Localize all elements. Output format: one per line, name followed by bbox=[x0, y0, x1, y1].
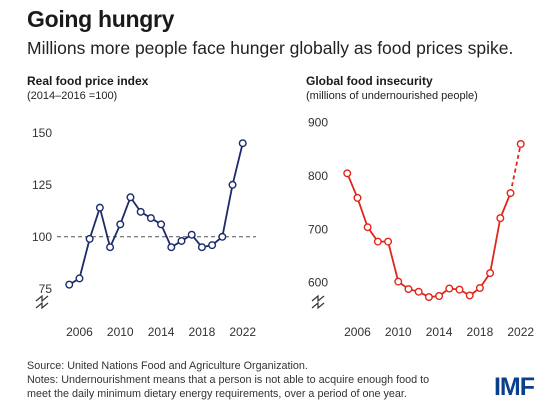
price-line-segment bbox=[98, 207, 111, 248]
price-data-point bbox=[85, 234, 94, 243]
price-axis-break-icon bbox=[35, 301, 49, 310]
hunger-line-segment bbox=[499, 192, 512, 219]
price-xtick-label: 2018 bbox=[189, 325, 216, 339]
price-data-point bbox=[95, 203, 104, 212]
hunger-data-point bbox=[506, 189, 515, 198]
price-data-point bbox=[116, 220, 125, 229]
right-panel-subtitle: (millions of undernourished people) bbox=[306, 90, 478, 102]
source-note: Source: United Nations Food and Agricult… bbox=[27, 360, 308, 372]
price-ytick-label: 75 bbox=[39, 282, 53, 296]
hunger-data-point bbox=[455, 285, 464, 294]
hunger-line-segment bbox=[356, 197, 369, 228]
price-data-point bbox=[177, 236, 186, 245]
hunger-data-point bbox=[496, 214, 505, 223]
imf-logo: IMF bbox=[493, 373, 535, 401]
hunger-data-point bbox=[424, 293, 433, 302]
hunger-data-point bbox=[353, 193, 362, 202]
price-line-segment bbox=[119, 196, 132, 225]
hunger-data-point bbox=[404, 285, 413, 294]
hunger-data-point bbox=[435, 292, 444, 301]
hunger-xtick-label: 2010 bbox=[385, 325, 412, 339]
price-line-segment bbox=[221, 184, 234, 237]
hunger-data-point bbox=[394, 277, 403, 286]
chart-subtitle: Millions more people face hunger globall… bbox=[27, 38, 514, 58]
left-panel-subtitle: (2014–2016 =100) bbox=[27, 90, 118, 102]
hunger-data-point bbox=[384, 237, 393, 246]
price-xtick-label: 2006 bbox=[66, 325, 93, 339]
hunger-data-point bbox=[516, 139, 525, 148]
notes-line-2: meet the daily minimum dietary energy re… bbox=[27, 388, 407, 400]
hunger-ytick-label: 800 bbox=[308, 169, 328, 183]
hunger-ytick-label: 600 bbox=[308, 276, 328, 290]
price-axis-break-icon bbox=[35, 294, 49, 303]
hunger-ytick-label: 700 bbox=[308, 222, 328, 236]
price-data-point bbox=[136, 207, 145, 216]
price-ytick-label: 150 bbox=[32, 126, 52, 140]
notes-line-1: Notes: Undernourishment means that a per… bbox=[27, 374, 430, 386]
hunger-data-point bbox=[445, 284, 454, 293]
hunger-line-segment bbox=[387, 241, 400, 282]
hunger-axis-break-icon bbox=[311, 301, 325, 310]
hunger-ytick-label: 900 bbox=[308, 116, 328, 130]
price-data-point bbox=[106, 243, 115, 252]
hunger-data-point bbox=[486, 269, 495, 278]
price-data-point bbox=[187, 230, 196, 239]
price-data-point bbox=[197, 243, 206, 252]
hunger-data-point bbox=[363, 223, 372, 232]
price-ytick-label: 125 bbox=[32, 178, 52, 192]
hunger-data-point bbox=[414, 287, 423, 296]
hunger-xtick-label: 2014 bbox=[426, 325, 453, 339]
price-data-point bbox=[146, 214, 155, 223]
hunger-xtick-label: 2006 bbox=[344, 325, 371, 339]
price-ytick-label: 100 bbox=[32, 230, 52, 244]
price-data-point bbox=[167, 243, 176, 252]
price-xtick-label: 2014 bbox=[148, 325, 175, 339]
price-xtick-label: 2010 bbox=[107, 325, 134, 339]
price-line-segment bbox=[160, 223, 173, 248]
hunger-line-segment bbox=[489, 217, 502, 274]
price-data-point bbox=[65, 280, 74, 289]
price-data-point bbox=[218, 232, 227, 241]
hunger-data-point bbox=[343, 169, 352, 178]
price-data-point bbox=[228, 180, 237, 189]
price-data-point bbox=[75, 274, 84, 283]
hunger-data-point bbox=[465, 291, 474, 300]
hunger-line-segment-dashed bbox=[509, 143, 522, 194]
price-line-segment bbox=[231, 142, 244, 186]
left-panel-title: Real food price index bbox=[27, 74, 149, 88]
hunger-data-point bbox=[475, 284, 484, 293]
hunger-xtick-label: 2018 bbox=[467, 325, 494, 339]
price-xtick-label: 2022 bbox=[229, 325, 256, 339]
hunger-xtick-label: 2022 bbox=[507, 325, 534, 339]
price-data-point bbox=[157, 220, 166, 229]
price-line-segment bbox=[78, 238, 91, 279]
price-line-segment bbox=[88, 207, 101, 240]
price-data-point bbox=[238, 139, 247, 148]
price-data-point bbox=[126, 193, 135, 202]
hunger-data-point bbox=[373, 237, 382, 246]
price-data-point bbox=[208, 241, 217, 250]
hunger-axis-break-icon bbox=[311, 294, 325, 303]
chart-title: Going hungry bbox=[27, 6, 175, 32]
right-panel-title: Global food insecurity bbox=[306, 74, 433, 88]
hunger-line-segment bbox=[346, 172, 359, 199]
price-line-segment bbox=[109, 223, 122, 248]
